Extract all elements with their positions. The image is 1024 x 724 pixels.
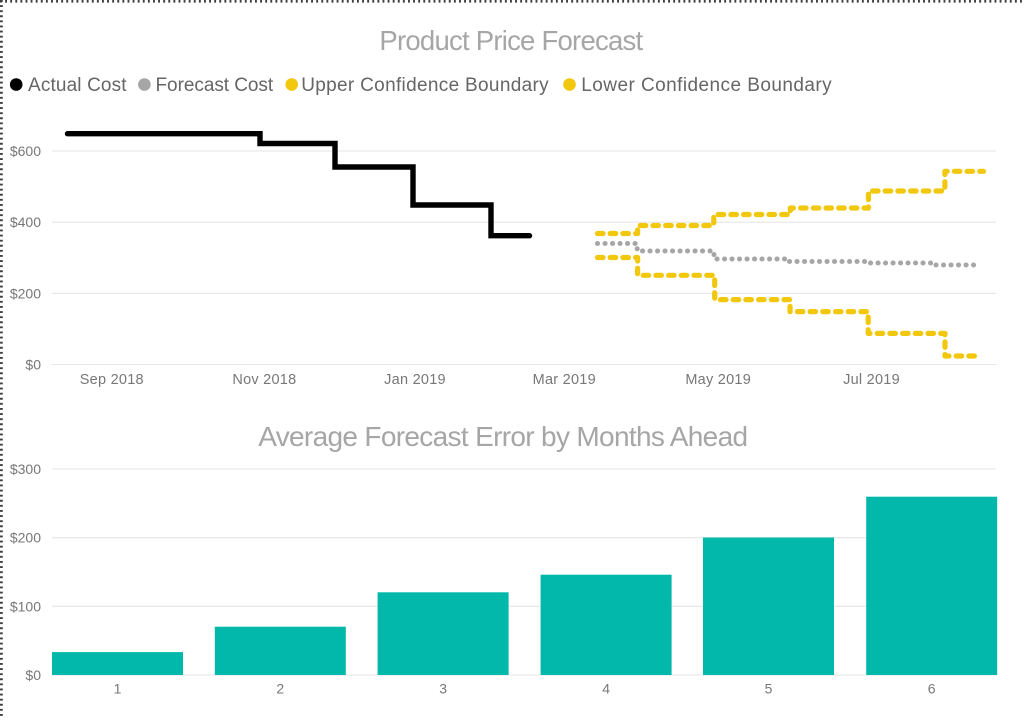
svg-text:Mar 2019: Mar 2019 [533,372,596,388]
svg-text:Product Price Forecast: Product Price Forecast [379,25,643,56]
svg-text:6: 6 [928,681,936,697]
svg-text:Jan 2019: Jan 2019 [384,372,446,388]
svg-text:4: 4 [602,681,610,697]
svg-text:$0: $0 [25,667,41,683]
svg-text:$100: $100 [10,598,41,614]
svg-text:Actual Cost: Actual Cost [28,75,127,96]
svg-text:5: 5 [765,681,773,697]
svg-text:Upper Confidence Boundary: Upper Confidence Boundary [301,75,549,96]
svg-text:Forecast Cost: Forecast Cost [156,75,274,96]
svg-text:2: 2 [276,681,284,697]
svg-text:Average Forecast Error by Mont: Average Forecast Error by Months Ahead [258,421,747,452]
svg-text:$200: $200 [10,285,41,301]
svg-text:$300: $300 [10,461,41,477]
svg-text:3: 3 [439,681,447,697]
svg-text:Sep 2018: Sep 2018 [80,372,144,388]
svg-text:Lower Confidence Boundary: Lower Confidence Boundary [581,75,832,96]
svg-text:Jul 2019: Jul 2019 [843,372,900,388]
svg-text:$400: $400 [10,214,41,230]
svg-text:$200: $200 [10,530,41,546]
svg-text:1: 1 [114,681,122,697]
svg-text:May 2019: May 2019 [685,372,751,388]
svg-text:$0: $0 [25,357,41,373]
svg-text:Nov 2018: Nov 2018 [232,372,296,388]
svg-text:$600: $600 [10,143,41,159]
